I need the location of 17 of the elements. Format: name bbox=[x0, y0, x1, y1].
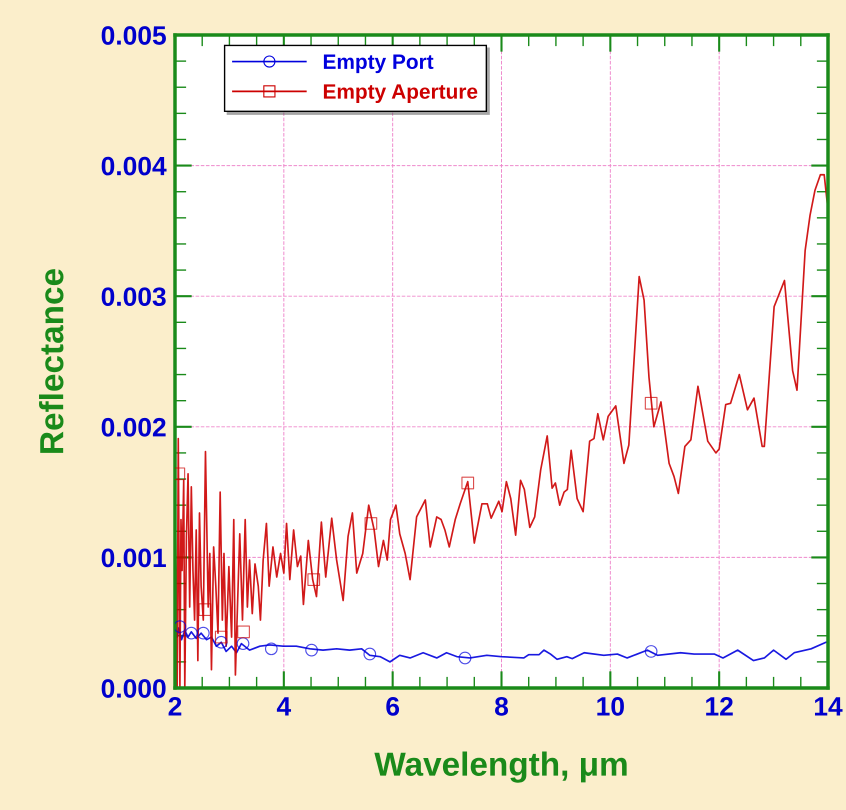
y-tick-label: 0.004 bbox=[102, 156, 167, 176]
y-tick-label: 0.000 bbox=[102, 679, 166, 698]
x-axis-title: Wavelength, μm bbox=[374, 751, 627, 783]
y-tick-label: 0.003 bbox=[102, 287, 166, 306]
x-tick-label: 10 bbox=[597, 697, 624, 716]
x-tick-label: 12 bbox=[706, 697, 733, 716]
x-tick-label: 2 bbox=[168, 697, 182, 716]
y-tick-label: 0.001 bbox=[102, 548, 166, 568]
x-tick-label: 8 bbox=[495, 697, 508, 716]
x-tick-label: 6 bbox=[386, 697, 400, 716]
legend-label: Empty Aperture bbox=[324, 84, 478, 104]
legend-label: Empty Port bbox=[324, 54, 434, 74]
y-tick-label: 0.005 bbox=[102, 26, 166, 45]
y-tick-label: 0.002 bbox=[102, 418, 166, 437]
y-axis-title: Reflectance bbox=[39, 269, 64, 453]
x-tick-label: 4 bbox=[276, 697, 292, 716]
x-tick-label: 14 bbox=[814, 697, 843, 716]
